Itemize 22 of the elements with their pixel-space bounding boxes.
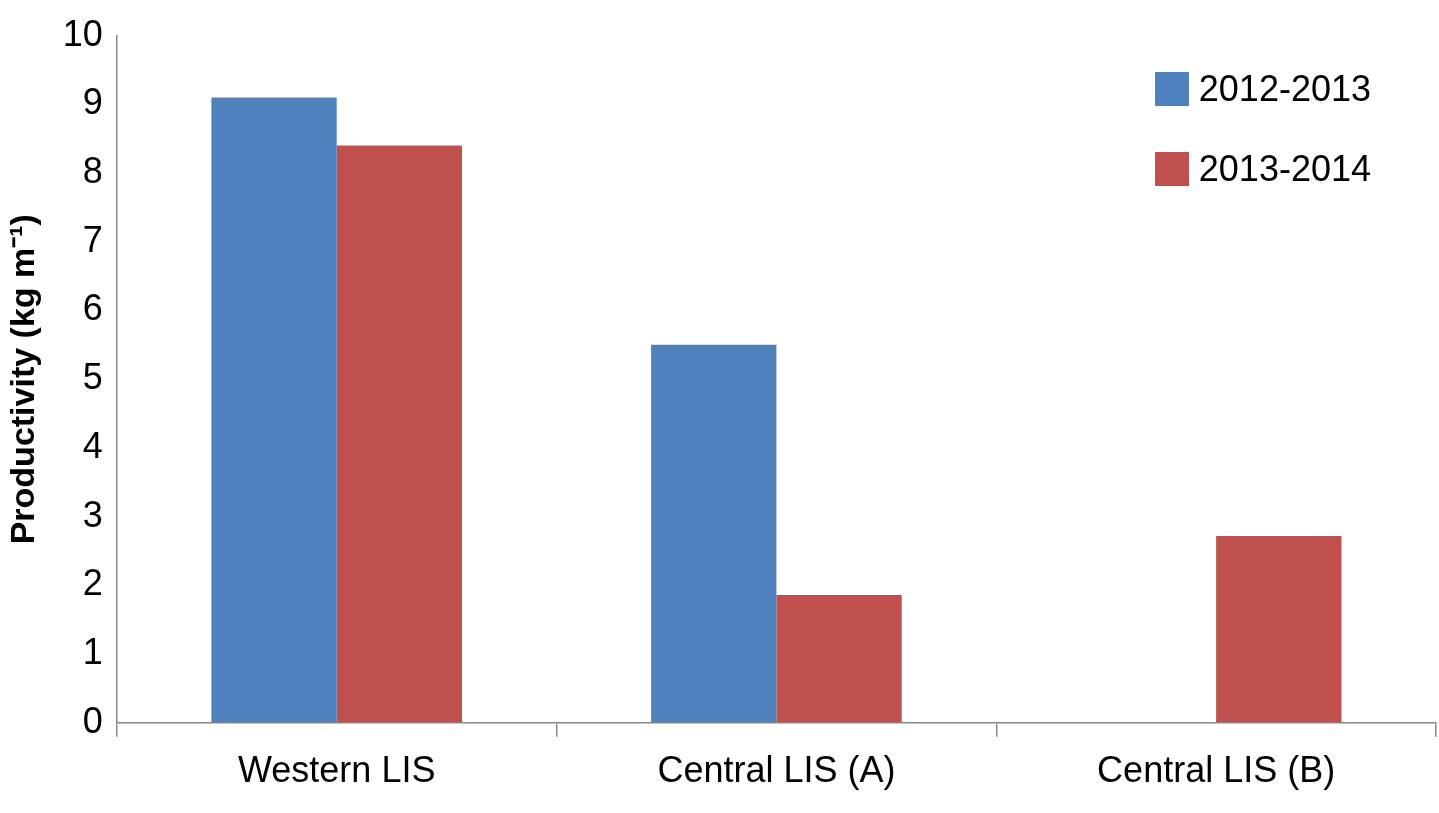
y-tick-label: 0 [82, 699, 103, 741]
legend-label: 2012-2013 [1198, 68, 1371, 110]
bar [1216, 535, 1342, 723]
y-tick-label: 9 [82, 81, 103, 123]
y-tick-label: 1 [82, 631, 103, 672]
y-tick-label: 4 [82, 424, 103, 466]
legend-label: 2013-2014 [1198, 148, 1371, 190]
y-axis-title: Productivity (kg m⁻¹) [2, 214, 41, 545]
y-tick-label: 8 [82, 149, 103, 191]
y-tick-label: 5 [82, 356, 103, 398]
bar [336, 145, 463, 723]
bar [211, 97, 337, 723]
x-tick-label: Central LIS (B) [1097, 749, 1336, 791]
y-tick-label: 10 [62, 12, 103, 54]
y-tick-label: 6 [82, 287, 103, 329]
y-tick-label: 7 [82, 218, 103, 260]
bar [651, 344, 777, 723]
x-tick-label: Central LIS (A) [657, 749, 896, 791]
y-tick-label: 3 [82, 493, 103, 535]
x-tick-label: Western LIS [237, 749, 436, 791]
bar [776, 594, 902, 723]
y-tick-label: 2 [82, 562, 103, 604]
